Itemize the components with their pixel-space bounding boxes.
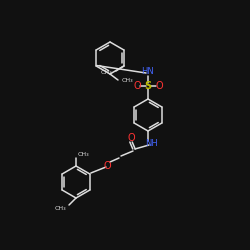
Text: O: O <box>103 161 111 171</box>
Text: O: O <box>127 133 135 143</box>
Text: CH₃: CH₃ <box>54 206 66 212</box>
Text: O: O <box>155 81 163 91</box>
Text: HN: HN <box>140 68 153 76</box>
Text: CH₃: CH₃ <box>122 78 134 84</box>
Text: S: S <box>144 81 152 91</box>
Text: CH₃: CH₃ <box>100 70 112 74</box>
Text: O: O <box>133 81 141 91</box>
Text: CH₃: CH₃ <box>78 152 90 158</box>
Text: NH: NH <box>146 140 158 148</box>
